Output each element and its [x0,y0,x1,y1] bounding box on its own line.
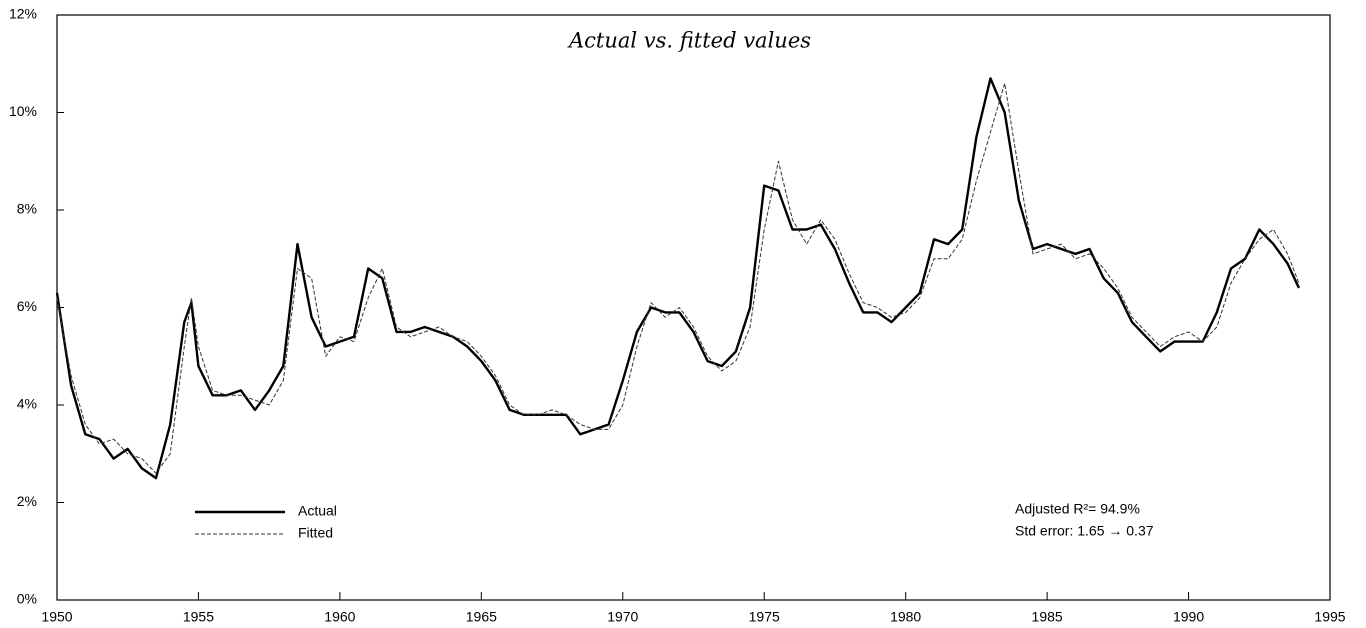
y-tick-label: 4% [17,396,37,412]
x-tick-label: 1980 [890,609,921,625]
x-tick-label: 1970 [607,609,638,625]
y-tick-label: 10% [9,103,37,119]
legend-label: Actual [298,503,337,519]
chart-title: Actual vs. fitted values [567,29,811,53]
x-tick-label: 1960 [324,609,355,625]
x-tick-label: 1985 [1032,609,1063,625]
x-tick-label: 1955 [183,609,214,625]
x-tick-label: 1975 [749,609,780,625]
y-tick-label: 0% [17,591,37,607]
y-tick-label: 6% [17,298,37,314]
annotation: Std error: 1.65 → 0.37 [1015,523,1154,539]
y-tick-label: 2% [17,493,37,509]
x-tick-label: 1995 [1314,609,1345,625]
series-line [56,82,1300,474]
series-line [55,77,1300,480]
y-tick-label: 12% [9,6,37,22]
x-tick-label: 1950 [41,609,72,625]
annotation: Adjusted R²= 94.9% [1015,501,1140,517]
x-tick-label: 1965 [466,609,497,625]
y-tick-label: 8% [17,201,37,217]
x-tick-label: 1990 [1173,609,1204,625]
legend-label: Fitted [298,525,333,541]
